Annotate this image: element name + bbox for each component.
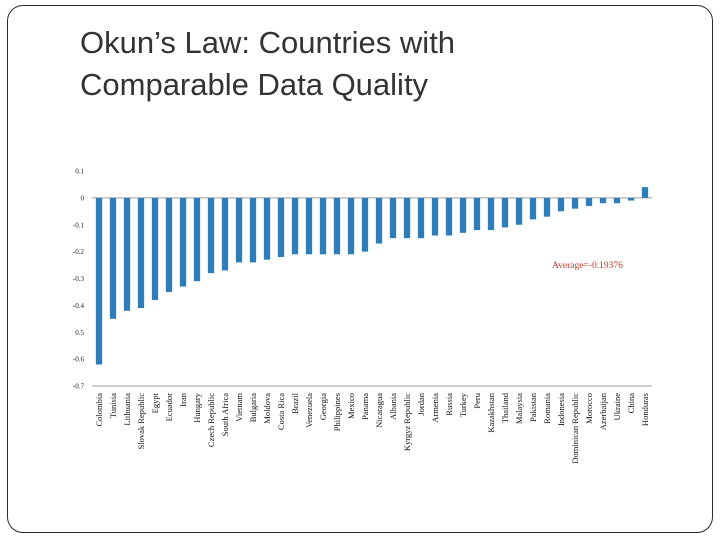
x-tick-label: Honduras — [640, 393, 650, 426]
x-tick-label: Vietnam — [234, 393, 244, 422]
bar — [613, 197, 621, 204]
bar — [263, 197, 271, 260]
average-annotation: Average=-0.19376 — [552, 261, 623, 271]
x-tick-label: Venezuela — [304, 393, 314, 428]
bar — [473, 197, 481, 231]
x-tick-label: Ukraine — [612, 393, 622, 421]
x-axis-labels: Colombia Tunisia Lithuania Slovak Republic E… — [94, 392, 650, 463]
x-tick-label: Panama — [360, 393, 370, 420]
bar — [319, 197, 327, 255]
bar — [501, 197, 509, 228]
x-tick-label: Ecuador — [164, 393, 174, 421]
x-tick-label: Moldova — [262, 393, 272, 424]
y-tick-label: -0.7 — [73, 383, 85, 391]
bar — [235, 197, 243, 263]
x-tick-label: Czech Republic — [206, 393, 216, 447]
x-tick-label: South Africa — [220, 393, 230, 436]
x-tick-label: Armenia — [430, 393, 440, 423]
bar — [375, 197, 383, 244]
x-tick-label: Albania — [388, 393, 398, 420]
bar — [249, 197, 257, 263]
bar — [137, 197, 145, 309]
x-tick-label: Nicaragua — [374, 393, 384, 428]
x-tick-label: Indonesia — [556, 393, 566, 426]
x-tick-label: Malaysia — [514, 393, 524, 424]
y-tick-label: -0.2 — [73, 248, 85, 256]
bar — [543, 197, 551, 217]
y-tick-label: 0.5 — [75, 329, 84, 337]
bar — [599, 197, 607, 204]
x-tick-label: Colombia — [94, 393, 104, 427]
y-tick-label: -0.1 — [73, 221, 85, 229]
x-tick-label: Costa Rica — [276, 393, 286, 430]
y-tick-label: -0.6 — [73, 356, 85, 364]
x-tick-label: Slovak Republic — [136, 393, 146, 450]
x-tick-label: Russia — [444, 393, 454, 416]
y-tick-label: -0.4 — [73, 302, 85, 310]
x-tick-label: Morocco — [584, 393, 594, 424]
x-tick-label: Dominican Republic — [570, 393, 580, 464]
x-tick-label: Egypt — [150, 392, 160, 413]
bar — [277, 197, 285, 257]
bar — [109, 197, 117, 319]
bar — [529, 197, 537, 220]
bar — [627, 197, 635, 201]
x-tick-label: Iran — [178, 392, 188, 406]
bar — [333, 197, 341, 255]
x-tick-label: Azerbaijan — [598, 392, 608, 430]
bars — [95, 187, 649, 365]
bar — [557, 197, 565, 212]
bar — [221, 197, 229, 271]
bar — [585, 197, 593, 206]
slide-title: Okun’s Law: Countries with Comparable Da… — [80, 25, 456, 102]
bar — [361, 197, 369, 252]
x-tick-label: Thailand — [500, 392, 510, 423]
y-tick-label: -0.3 — [73, 275, 85, 283]
bar — [487, 197, 495, 231]
x-tick-label: China — [626, 393, 636, 414]
x-tick-label: Kyrgyz Republic — [402, 393, 412, 451]
bar — [347, 197, 355, 255]
x-tick-label: Philippines — [332, 393, 342, 431]
bar — [123, 197, 131, 311]
x-tick-label: Georgia — [318, 393, 328, 420]
y-tick-label: 0.1 — [75, 168, 84, 176]
bar — [445, 197, 453, 236]
x-tick-label: Romania — [542, 393, 552, 424]
x-tick-label: Turkey — [458, 392, 468, 417]
bar — [207, 197, 215, 274]
bar — [179, 197, 187, 287]
bar — [641, 187, 649, 198]
bar — [417, 197, 425, 239]
x-tick-label: Bulgaria — [248, 393, 258, 422]
bar — [431, 197, 439, 236]
x-tick-label: Brazil — [290, 392, 300, 413]
x-tick-label: Pakistan — [528, 392, 538, 422]
bar — [403, 197, 411, 239]
bar — [459, 197, 467, 233]
x-tick-label: Mexico — [346, 393, 356, 419]
bar — [95, 197, 103, 365]
x-tick-label: Kazakhstan — [486, 392, 496, 432]
bar — [305, 197, 313, 255]
bar — [291, 197, 299, 255]
x-tick-label: Hungary — [192, 392, 202, 422]
bar — [389, 197, 397, 239]
bar — [165, 197, 173, 292]
x-tick-label: Peru — [472, 392, 482, 408]
bar — [515, 197, 523, 225]
x-tick-label: Jordan — [416, 392, 426, 415]
x-tick-label: Lithuania — [122, 393, 132, 426]
y-tick-label: 0 — [81, 194, 85, 202]
x-tick-label: Tunisia — [108, 393, 118, 418]
bar — [151, 197, 159, 300]
bar — [193, 197, 201, 282]
bar — [571, 197, 579, 209]
